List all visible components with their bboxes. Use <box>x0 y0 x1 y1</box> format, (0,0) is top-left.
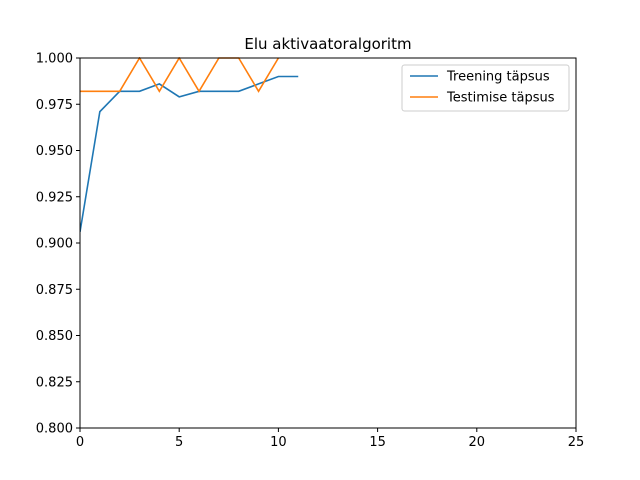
series-line-1 <box>80 75 299 233</box>
y-tick-label: 0.900 <box>36 237 73 252</box>
x-tick-label: 5 <box>175 435 183 450</box>
y-tick-label: 0.850 <box>36 329 73 344</box>
y-tick-label: 0.950 <box>36 144 73 159</box>
legend-box <box>401 64 570 112</box>
y-axis: 0.800 0.825 0.850 0.875 0.900 0.925 0.950 0.975… <box>36 52 80 437</box>
x-tick-label: 0 <box>76 435 84 450</box>
legend-label-1: Treening täpsus <box>446 70 550 85</box>
chart-title: Elu aktivaatoralgoritm <box>244 35 411 53</box>
y-tick-label: 1.000 <box>36 52 73 67</box>
y-tick-label: 0.875 <box>36 283 73 298</box>
y-tick-label: 0.800 <box>36 422 73 437</box>
legend-label-2: Testimise täpsus <box>446 91 555 106</box>
plot-area-frame <box>79 57 577 429</box>
x-tick-label: 10 <box>270 435 287 450</box>
x-axis: 0 5 10 15 20 25 <box>76 428 584 450</box>
y-tick-label: 0.825 <box>36 375 73 390</box>
x-tick-label: 20 <box>469 435 486 450</box>
y-tick-label: 0.925 <box>36 190 73 205</box>
x-tick-label: 25 <box>568 435 585 450</box>
y-tick-label: 0.975 <box>36 98 73 113</box>
x-tick-label: 15 <box>369 435 386 450</box>
legend: Treening täpsus Testimise täpsus <box>401 64 570 112</box>
